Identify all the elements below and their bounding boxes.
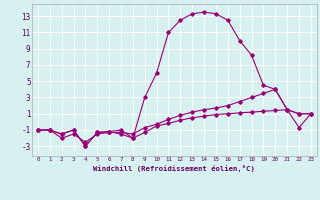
X-axis label: Windchill (Refroidissement éolien,°C): Windchill (Refroidissement éolien,°C) — [93, 165, 255, 172]
